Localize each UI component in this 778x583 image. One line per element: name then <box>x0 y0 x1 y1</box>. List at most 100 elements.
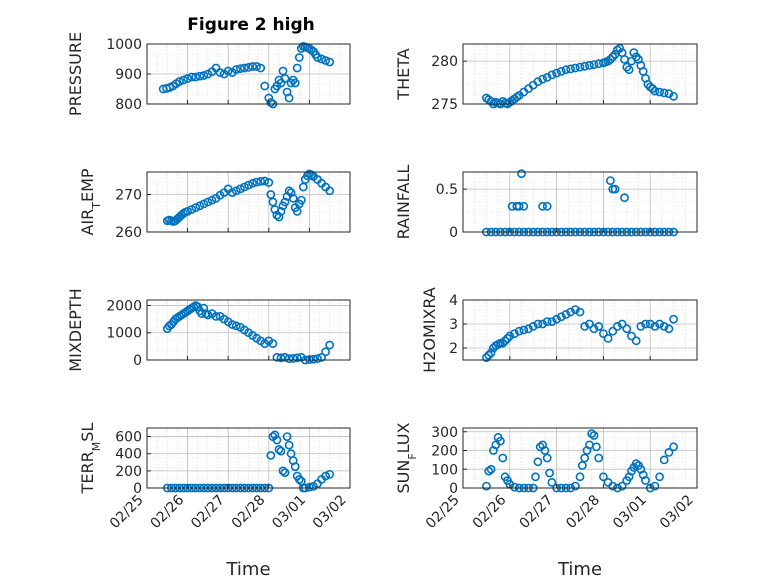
data-point <box>244 63 253 72</box>
data-point <box>294 474 304 484</box>
data-point <box>239 63 249 73</box>
y-tick-label: 300 <box>431 425 458 441</box>
data-point <box>179 75 188 85</box>
data-point <box>256 63 266 73</box>
data-point <box>256 176 266 186</box>
data-point <box>317 54 326 64</box>
subplot-rainfall: 0 0.5 RAINFALL <box>394 165 698 241</box>
data-point <box>580 61 590 71</box>
axes-frame <box>462 427 698 489</box>
data-point <box>244 180 253 190</box>
data-point <box>650 321 660 331</box>
data-point <box>556 312 566 322</box>
y-axis-label: H2OMIXRA <box>420 287 439 373</box>
data-point <box>547 317 557 326</box>
data-point <box>252 62 261 71</box>
x-tick-label: 02/27 <box>517 492 557 532</box>
data-point <box>575 62 585 72</box>
data-point <box>317 352 326 362</box>
data-point <box>321 471 330 481</box>
data-point <box>288 353 298 363</box>
data-point <box>603 333 613 343</box>
data-point <box>498 338 508 348</box>
axes-frame <box>146 427 351 489</box>
data-point <box>325 186 335 196</box>
data-point <box>510 482 519 492</box>
data-point <box>641 476 650 485</box>
data-point <box>268 339 278 348</box>
data-point <box>203 197 213 207</box>
data-point <box>313 53 322 62</box>
data-point <box>570 63 580 73</box>
data-point <box>272 435 282 445</box>
data-point <box>531 472 540 482</box>
data-point <box>659 88 669 98</box>
data-point <box>585 319 594 329</box>
y-tick-label: 1000 <box>106 37 142 53</box>
subplot-air-temp: 260 270 AIRTEMP <box>78 168 351 241</box>
data-point <box>608 481 618 491</box>
data-point <box>231 65 241 74</box>
data-point <box>599 329 608 338</box>
data-point <box>589 324 599 334</box>
data-point <box>533 457 543 467</box>
y-tick-label: 2 <box>449 341 458 357</box>
data-point <box>276 206 286 216</box>
y-axis-label: AIRTEMP <box>78 168 103 235</box>
subplot-h2omixra: 2 3 4 H2OMIXRA <box>420 287 698 373</box>
data-point <box>577 461 587 470</box>
data-point <box>629 48 639 57</box>
data-point <box>650 481 660 491</box>
data-point <box>278 466 288 476</box>
data-point <box>227 320 237 329</box>
data-point <box>542 201 552 211</box>
data-point <box>272 352 282 362</box>
data-point <box>561 65 571 75</box>
data-point <box>284 354 294 363</box>
subplot-sun-flux: 0 100 200 300 02/25 02/26 02/27 02/28 03/01 03/02… <box>394 422 698 580</box>
x-tick-label: 03/02 <box>657 492 697 532</box>
data-point <box>514 201 524 211</box>
data-point <box>211 311 221 321</box>
data-point <box>533 77 543 87</box>
data-point <box>617 481 627 491</box>
data-point <box>486 464 496 474</box>
axes-frame <box>462 299 698 361</box>
axes-frame <box>462 171 698 233</box>
data-point <box>274 212 284 222</box>
y-tick-label: 200 <box>115 464 142 480</box>
data-point <box>575 472 585 482</box>
x-tick-label: 02/28 <box>229 492 269 532</box>
data-point <box>280 352 290 362</box>
data-point <box>290 462 300 471</box>
data-point <box>538 319 547 329</box>
y-tick-label: 1000 <box>106 326 142 342</box>
data-point <box>514 326 524 336</box>
data-point <box>524 324 533 334</box>
data-point <box>575 307 585 317</box>
data-point <box>294 53 304 62</box>
data-point <box>566 64 575 74</box>
x-tick-label: 02/25 <box>107 492 147 532</box>
y-axis-label: TERRMSL <box>78 423 103 495</box>
data-point <box>510 329 519 338</box>
y-tick-label: 800 <box>115 97 142 113</box>
data-point <box>631 336 641 346</box>
data-point <box>282 432 292 441</box>
data-point <box>552 314 561 324</box>
data-point <box>481 481 491 491</box>
data-point <box>585 61 594 70</box>
data-point <box>199 303 209 313</box>
axes-frame <box>146 299 351 361</box>
data-point <box>505 331 515 341</box>
data-point <box>631 459 641 468</box>
subplot-theta: 275 280 THETA <box>394 43 698 113</box>
data-point <box>203 310 213 320</box>
data-point <box>650 86 660 96</box>
data-point <box>570 305 580 314</box>
figure-title: Figure 2 high <box>187 15 315 35</box>
y-tick-label: 900 <box>115 67 142 83</box>
y-axis-label: RAINFALL <box>394 165 413 240</box>
y-tick-label: 0 <box>133 481 142 497</box>
data-point <box>594 321 604 331</box>
